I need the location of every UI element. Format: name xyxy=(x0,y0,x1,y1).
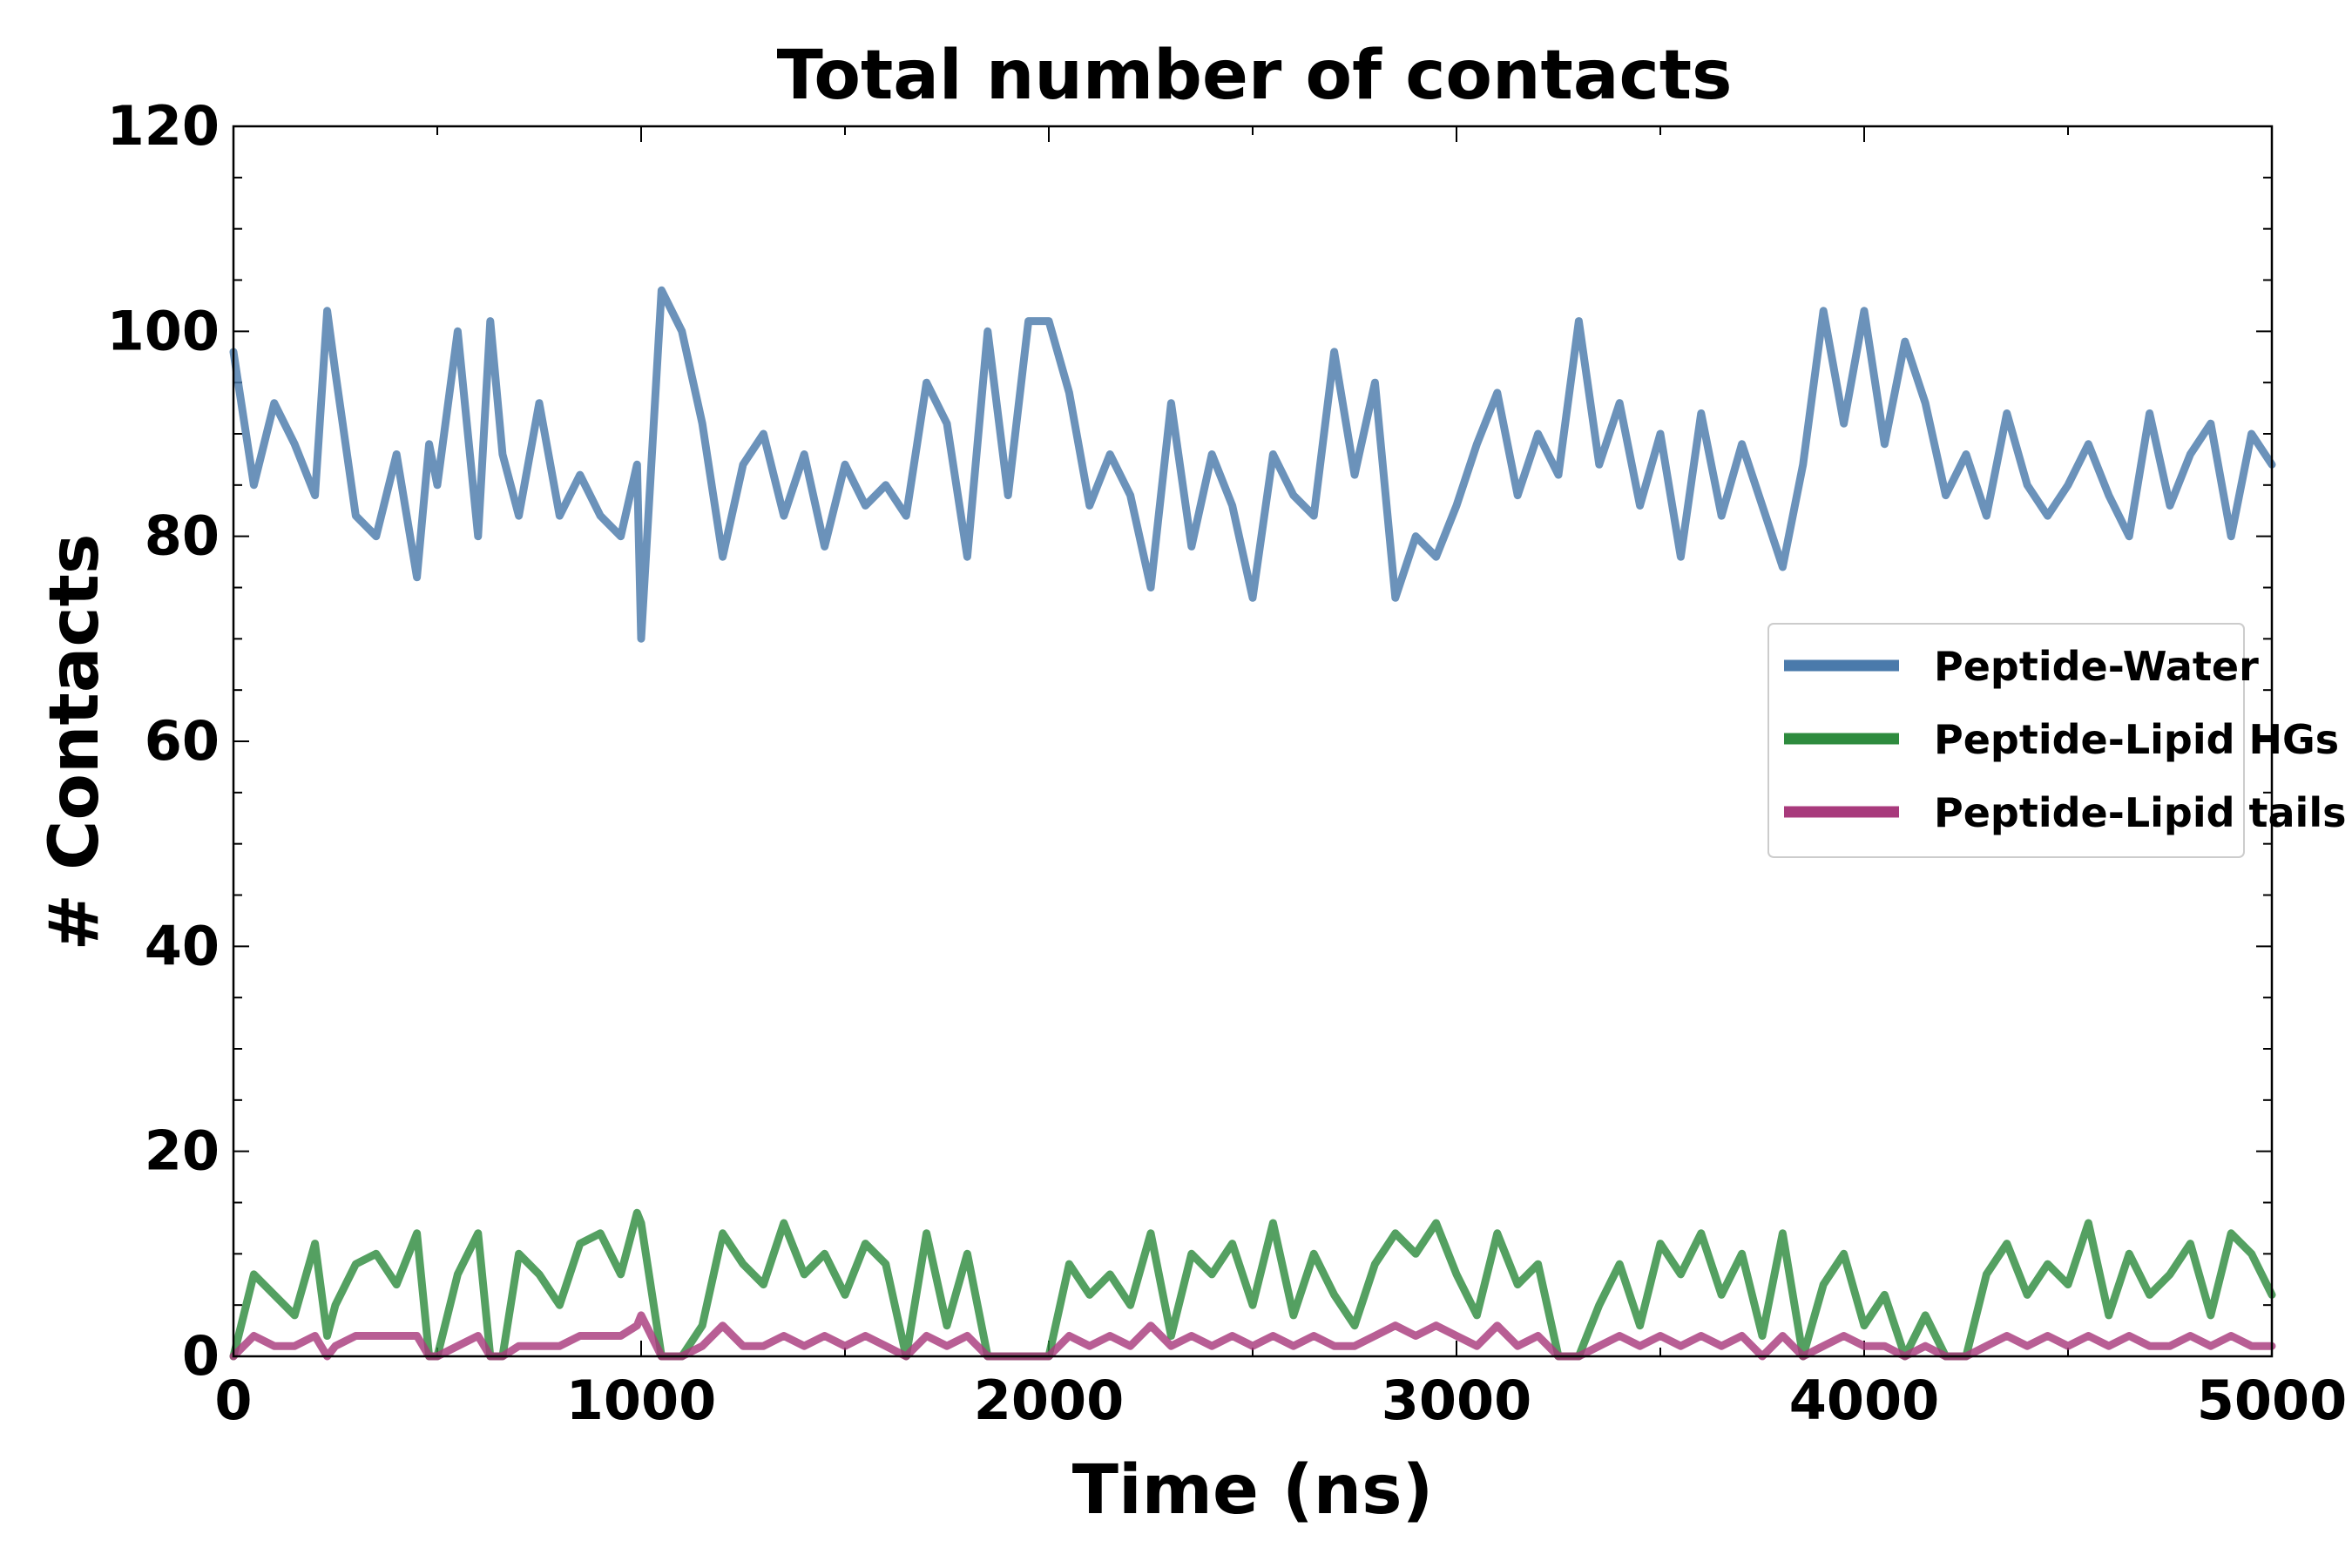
legend-label: Peptide-Lipid tails xyxy=(1934,789,2346,836)
x-tick-label: 1000 xyxy=(566,1369,717,1432)
chart-title: Total number of contacts xyxy=(777,37,1733,115)
legend: Peptide-Water Peptide-Lipid HGs Peptide-Li… xyxy=(1767,623,2346,858)
y-tick-label: 80 xyxy=(145,504,220,568)
x-tick-label: 5000 xyxy=(2197,1369,2348,1432)
x-tick-label: 2000 xyxy=(974,1369,1125,1432)
series-line-3 xyxy=(229,1311,2276,1361)
legend-label: Peptide-Lipid HGs xyxy=(1934,716,2339,763)
series-lines xyxy=(229,286,2276,1361)
legend-box xyxy=(1767,623,2245,858)
series-line-1 xyxy=(229,286,2276,643)
series-line-2 xyxy=(229,1208,2276,1361)
y-tick-label: 100 xyxy=(107,299,220,362)
x-tick-label: 0 xyxy=(214,1369,252,1432)
x-tick-label: 3000 xyxy=(1382,1369,1532,1432)
y-tick-label: 20 xyxy=(145,1119,220,1183)
y-tick-label: 40 xyxy=(145,914,220,977)
y-tick-label: 60 xyxy=(145,709,220,773)
y-axis-label: # Contacts xyxy=(36,534,114,951)
y-tick-label: 0 xyxy=(182,1324,220,1388)
x-axis-label: Time (ns) xyxy=(1072,1451,1434,1530)
plot-frame xyxy=(232,125,2274,1358)
y-tick-label: 120 xyxy=(107,94,220,158)
x-tick-label: 4000 xyxy=(1789,1369,1940,1432)
axis-ticks: 0 1000 2000 3000 4000 5000 0 20 40 60 80 100 120 xyxy=(107,94,2348,1432)
legend-label: Peptide-Water xyxy=(1934,643,2259,690)
